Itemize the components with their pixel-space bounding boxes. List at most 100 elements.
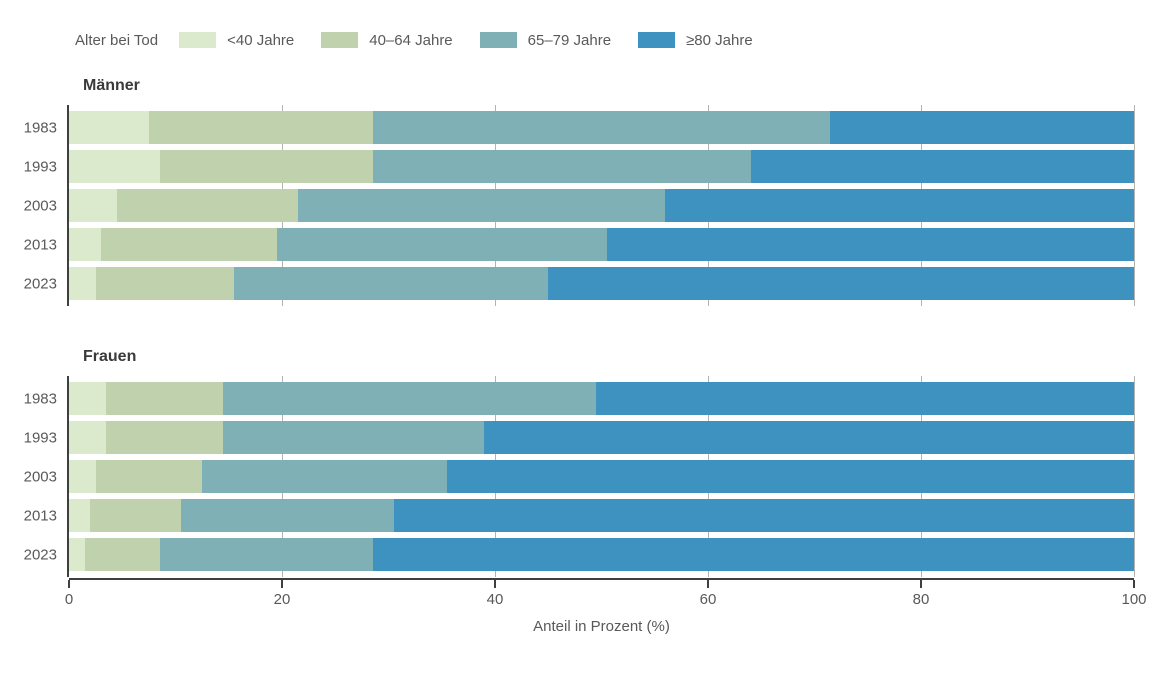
legend-item: 65–79 Jahre [479,32,611,49]
bar-segment [372,538,1134,571]
stacked-bar [69,228,1134,261]
bar-segment [223,421,485,454]
bar-segment [297,189,666,222]
bar-segment [372,111,831,144]
bar-segment [372,150,751,183]
bar-segment [548,267,1134,300]
bar-segment [830,111,1134,144]
legend: Alter bei Tod <40 Jahre 40–64 Jahre 65–79 … [75,30,1152,50]
bar-row: 1983 [24,382,1134,415]
bar-segment [95,267,235,300]
legend-label: <40 Jahre [227,31,295,49]
year-label: 1983 [23,390,57,407]
stacked-bar [69,189,1134,222]
bar-segment [447,460,1134,493]
y-axis-line [67,105,69,306]
bar-segment [202,460,448,493]
legend-swatch-icon [179,32,217,48]
panel-block-frauen: Frauen 1983 1993 2003 2013 2023 [0,347,1152,577]
axis-tick [707,580,709,588]
bar-segment [69,228,101,261]
bar-segment [148,111,373,144]
legend-item: ≥80 Jahre [638,32,753,49]
legend-items: <40 Jahre 40–64 Jahre 65–79 Jahre ≥80 Jahre [179,32,780,49]
stacked-bar [69,150,1134,183]
legend-label: ≥80 Jahre [686,31,753,49]
bar-segment [180,499,394,532]
bar-row: 1993 [24,150,1134,183]
bar-segment [159,538,373,571]
axis-tick-label: 0 [64,591,74,608]
year-label: 2023 [23,275,57,292]
stacked-bar [69,267,1134,300]
bar-segment [69,111,149,144]
year-label: 2013 [23,236,57,253]
bar-segment [596,382,1134,415]
stacked-bar [69,421,1134,454]
stacked-bar [69,111,1134,144]
bar-row: 2013 [24,228,1134,261]
bar-row: 2023 [24,267,1134,300]
axis-tick-label: 60 [699,591,717,608]
year-label: 1993 [23,429,57,446]
stacked-bar [69,499,1134,532]
bar-segment [84,538,160,571]
bar-row: 2003 [24,189,1134,222]
axis-tick-label: 20 [273,591,291,608]
axis-tick-label: 40 [486,591,504,608]
bar-segment [69,150,160,183]
panel-block-maenner: Männer 1983 1993 2003 2013 2023 [0,76,1152,306]
bar-segment [69,538,85,571]
legend-item: <40 Jahre [179,32,294,49]
year-label: 2023 [23,546,57,563]
bar-segment [90,499,181,532]
stacked-bar [69,538,1134,571]
gridline [1134,105,1135,306]
bar-segment [106,421,224,454]
x-axis: 0 20 40 60 80 100 [65,578,1147,610]
legend-label: 40–64 Jahre [369,31,453,49]
year-label: 1983 [23,119,57,136]
legend-swatch-icon [638,32,676,48]
axis-tick [494,580,496,588]
panel-maenner: 1983 1993 2003 2013 2023 [24,105,1135,306]
year-label: 2013 [23,507,57,524]
bar-segment [69,382,107,415]
bar-segment [665,189,1134,222]
bar-segment [95,460,203,493]
axis-tick [920,580,922,588]
bar-segment [393,499,1134,532]
bar-row: 2013 [24,499,1134,532]
y-axis-line [67,376,69,577]
bar-segment [484,421,1134,454]
legend-swatch-icon [479,32,517,48]
bar-row: 1983 [24,111,1134,144]
axis-tick [68,580,70,588]
legend-item: 40–64 Jahre [321,31,453,49]
axis-tick [1133,580,1135,588]
stacked-bar-chart: Alter bei Tod <40 Jahre 40–64 Jahre 65–79 … [0,30,1152,678]
panel-title-maenner: Männer [83,77,140,94]
bar-segment [116,189,298,222]
panel-title-frauen: Frauen [83,348,137,365]
bar-segment [100,228,277,261]
legend-swatch-icon [321,32,359,48]
axis-tick [281,580,283,588]
bar-segment [159,150,373,183]
bar-segment [223,382,597,415]
axis-tick-label: 100 [1121,591,1147,608]
bar-segment [276,228,607,261]
bar-segment [106,382,224,415]
bar-segment [69,267,96,300]
stacked-bar [69,460,1134,493]
x-axis-label: Anteil in Prozent (%) [533,618,670,635]
bar-segment [69,499,91,532]
bar-segment [234,267,549,300]
bar-segment [69,460,96,493]
bar-segment [69,189,117,222]
stacked-bar [69,382,1134,415]
panel-frauen: 1983 1993 2003 2013 2023 [24,376,1135,577]
bar-row: 1993 [24,421,1134,454]
year-label: 1993 [23,158,57,175]
axis-tick-label: 80 [912,591,930,608]
